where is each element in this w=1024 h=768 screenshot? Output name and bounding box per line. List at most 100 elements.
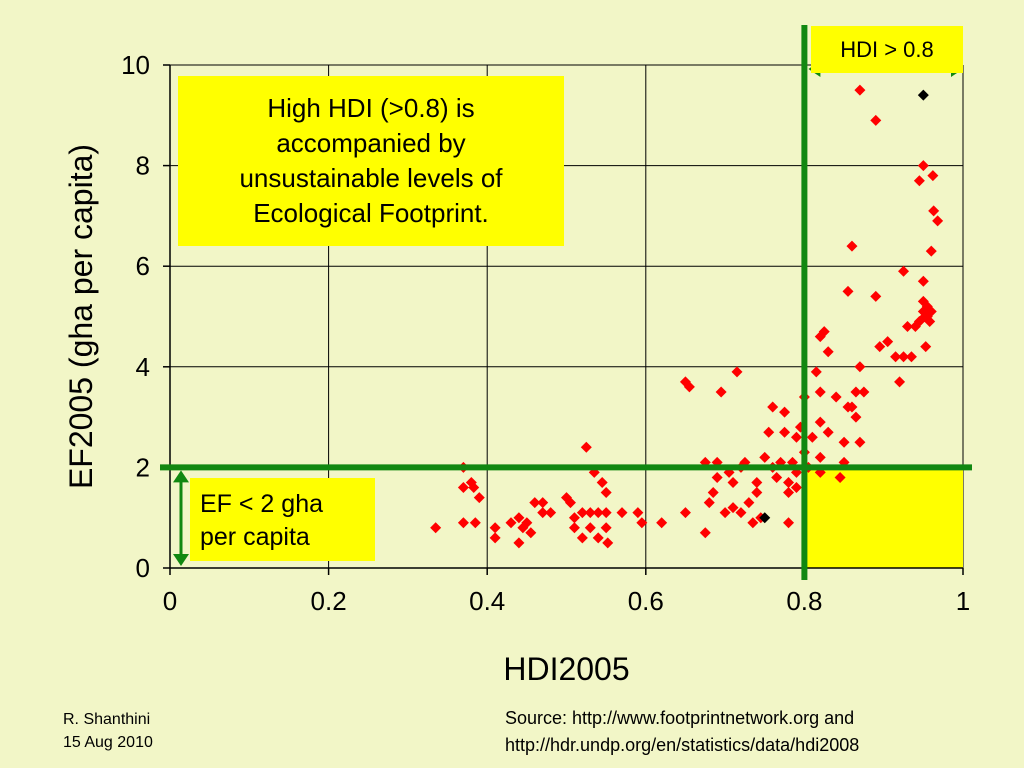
data-point — [703, 497, 715, 509]
data-point — [917, 160, 929, 172]
data-point — [854, 361, 866, 373]
data-point — [743, 497, 755, 509]
data-point — [842, 285, 854, 297]
data-point — [905, 351, 917, 363]
data-point — [814, 416, 826, 428]
y-tick-label: 6 — [136, 251, 150, 281]
data-point — [457, 517, 469, 529]
data-point — [925, 245, 937, 257]
callout-line: Ecological Footprint. — [253, 198, 489, 228]
sustainable-high-hdi-region — [804, 467, 963, 568]
author-block: R. Shanthini 15 Aug 2010 — [63, 708, 153, 754]
data-point — [932, 215, 944, 227]
data-point — [924, 316, 936, 328]
data-point — [898, 351, 910, 363]
data-point — [854, 436, 866, 448]
data-point — [890, 351, 902, 363]
data-point — [913, 175, 925, 187]
data-point — [430, 522, 442, 534]
y-tick-label: 8 — [136, 151, 150, 181]
data-point — [763, 426, 775, 438]
data-point — [457, 482, 469, 494]
data-point — [521, 517, 533, 529]
source-block: Source: http://www.footprintnetwork.org … — [505, 705, 859, 759]
y-tick-label: 4 — [136, 352, 150, 382]
data-point — [545, 507, 557, 519]
data-point — [592, 507, 604, 519]
data-point — [584, 522, 596, 534]
threshold-lines — [160, 25, 972, 580]
data-point — [874, 341, 886, 353]
callout-line: per capita — [200, 523, 310, 551]
data-point — [767, 401, 779, 413]
data-point — [783, 487, 795, 499]
data-point — [719, 507, 731, 519]
data-point — [568, 522, 580, 534]
x-tick-label: 1 — [956, 586, 970, 616]
data-point — [759, 512, 771, 524]
data-point — [779, 426, 791, 438]
data-point — [822, 426, 834, 438]
data-point — [870, 114, 882, 126]
data-point — [882, 336, 894, 348]
data-point — [529, 497, 541, 509]
data-point — [468, 482, 480, 494]
callout-line: High HDI (>0.8) is — [267, 93, 475, 123]
data-point — [568, 512, 580, 524]
callout-line: EF < 2 gha — [200, 490, 323, 518]
data-point — [850, 411, 862, 423]
data-point — [576, 532, 588, 544]
data-point — [854, 84, 866, 96]
data-point — [822, 346, 834, 358]
data-point — [850, 386, 862, 398]
x-tick-label: 0.6 — [628, 586, 664, 616]
data-point — [580, 441, 592, 453]
data-point — [727, 476, 739, 488]
author-name: R. Shanthini — [63, 711, 151, 728]
data-point — [707, 487, 719, 499]
data-point — [927, 170, 939, 182]
x-tick-label: 0.2 — [311, 586, 347, 616]
data-point — [790, 431, 802, 443]
data-point — [894, 376, 906, 388]
data-point — [473, 492, 485, 504]
ef-threshold-callout: EF < 2 gha per capita — [190, 478, 375, 561]
data-point — [834, 471, 846, 483]
data-point — [513, 537, 525, 549]
data-point — [600, 522, 612, 534]
data-point — [928, 205, 940, 217]
y-tick-label: 2 — [136, 452, 150, 482]
high-hdi-callout: High HDI (>0.8) is accompanied by unsust… — [178, 76, 564, 246]
x-tick-label: 0 — [163, 586, 177, 616]
data-point — [576, 507, 588, 519]
data-point — [810, 366, 822, 378]
data-point — [806, 431, 818, 443]
data-point — [858, 386, 870, 398]
author-date: 15 Aug 2010 — [63, 734, 153, 751]
x-tick-label: 0.4 — [469, 586, 505, 616]
hdi-threshold-label: HDI > 0.8 — [811, 26, 963, 73]
data-point — [656, 517, 668, 529]
data-point — [683, 381, 695, 393]
data-point — [699, 527, 711, 539]
data-point — [489, 532, 501, 544]
data-point — [632, 507, 644, 519]
data-point — [779, 406, 791, 418]
data-point — [783, 476, 795, 488]
data-point — [870, 290, 882, 302]
data-point — [600, 507, 612, 519]
data-point — [564, 497, 576, 509]
data-point — [636, 517, 648, 529]
data-point — [600, 487, 612, 499]
data-point — [818, 326, 830, 338]
data-point — [616, 507, 628, 519]
y-axis-title: EF2005 (gha per capita) — [63, 144, 99, 489]
data-point — [790, 482, 802, 494]
data-point — [751, 476, 763, 488]
x-axis-title: HDI2005 — [503, 651, 629, 687]
data-point — [505, 517, 517, 529]
source-line: Source: http://www.footprintnetwork.org … — [505, 708, 855, 728]
data-point — [489, 522, 501, 534]
arrow-head-up — [173, 470, 189, 483]
